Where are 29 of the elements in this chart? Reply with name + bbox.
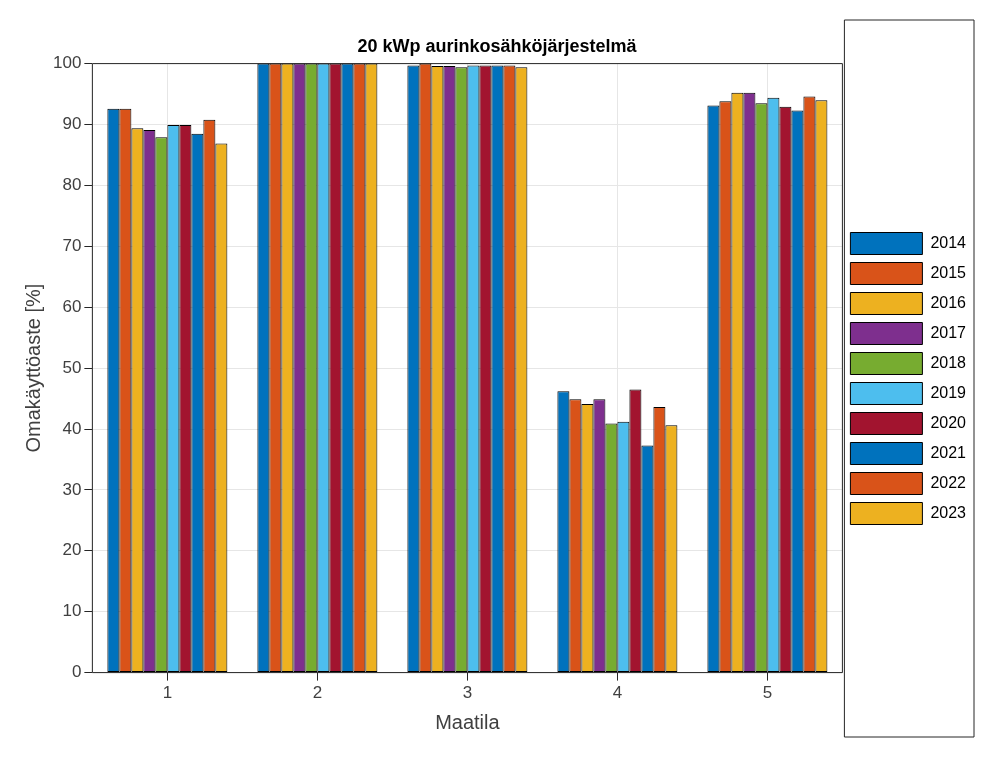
x-tick-label: 5	[762, 683, 773, 703]
legend-label: 2022	[930, 473, 967, 491]
legend-label: 2021	[930, 443, 967, 461]
legend-label: 2018	[930, 353, 967, 371]
y-tick-label: 60	[62, 296, 82, 316]
y-tick-label: 40	[62, 418, 82, 438]
legend-label: 2020	[930, 413, 967, 431]
y-tick-label: 20	[62, 540, 82, 560]
legend-label: 2015	[930, 263, 967, 281]
x-tick-label: 1	[162, 683, 173, 703]
y-tick-label: 10	[62, 601, 82, 621]
y-axis-title: Omakäyttöaste [%]	[21, 283, 44, 453]
y-tick-label: 80	[62, 175, 82, 195]
y-tick-label: 50	[62, 357, 82, 377]
legend-label: 2017	[930, 323, 967, 341]
x-tick-label: 3	[462, 683, 473, 703]
x-axis-title: Maatila	[435, 710, 501, 733]
x-tick-label: 4	[612, 683, 623, 703]
legend-label: 2016	[930, 293, 967, 311]
chart-title: 20 kWp aurinkosähköjärjestelmä	[357, 35, 638, 56]
x-tick-label: 2	[312, 683, 323, 703]
y-tick-label: 70	[62, 235, 82, 255]
y-tick-label: 90	[62, 114, 82, 134]
y-tick-label: 100	[52, 53, 82, 73]
legend-label: 2023	[930, 503, 967, 521]
legend-label: 2014	[930, 233, 967, 251]
y-tick-label: 30	[62, 479, 82, 499]
legend-label: 2019	[930, 383, 967, 401]
y-tick-label: 0	[71, 662, 82, 682]
